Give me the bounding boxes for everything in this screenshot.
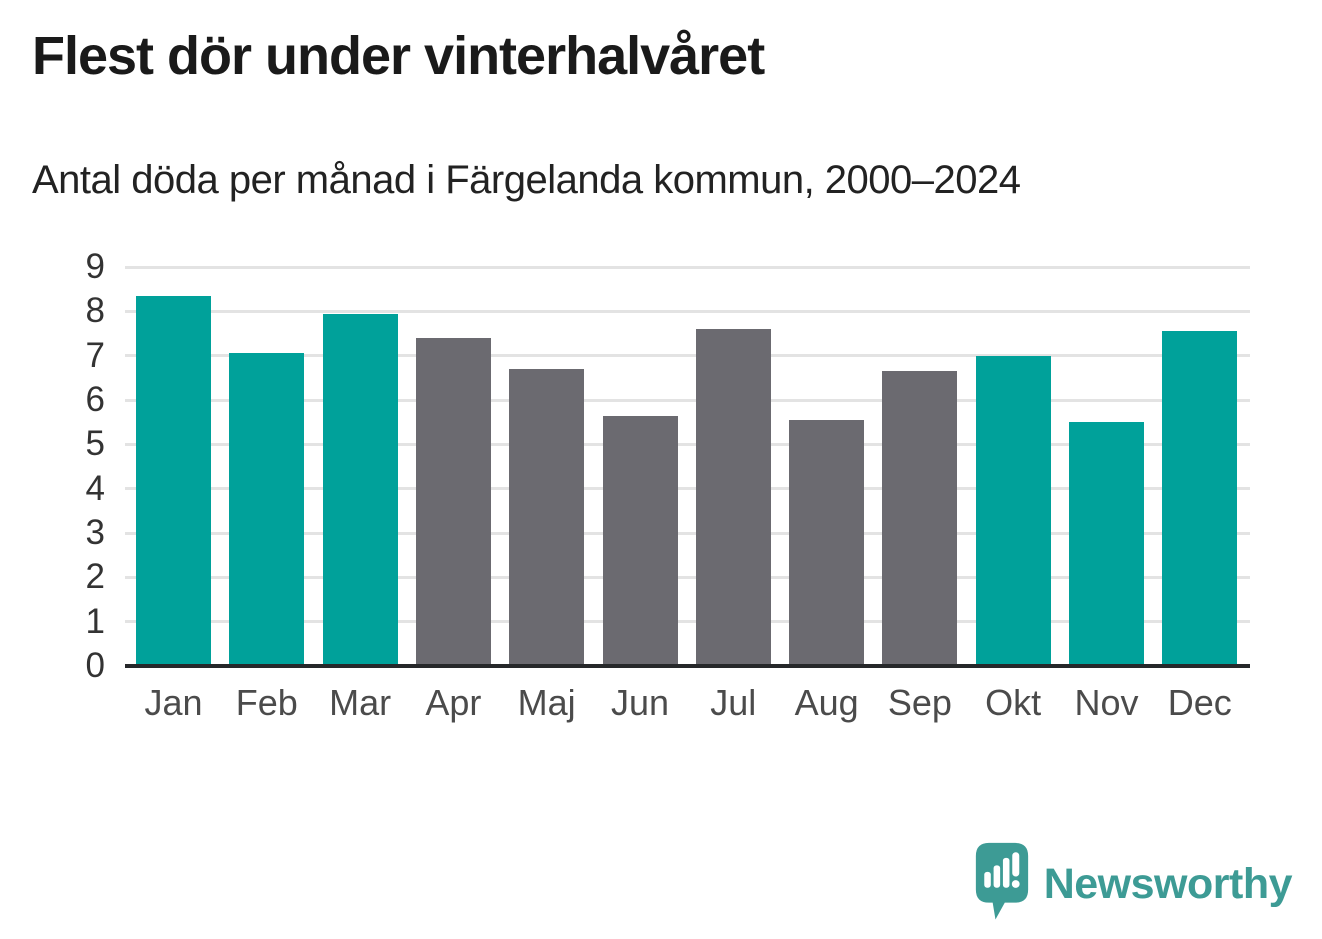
y-tick-6: 6: [85, 380, 105, 419]
y-tick-2: 2: [85, 557, 105, 597]
bar-aug: [789, 419, 865, 666]
x-label-nov: Nov: [1074, 682, 1139, 723]
gridline-5: [125, 442, 1250, 446]
y-tick-1: 1: [85, 601, 105, 641]
bar-nov: [1069, 422, 1144, 666]
chart-title: Flest dör under vinterhalvåret: [32, 26, 765, 86]
gridline-7: [125, 354, 1250, 358]
y-tick-5: 5: [85, 424, 105, 464]
bar-feb: [229, 353, 305, 666]
gridline-9: [125, 265, 1250, 269]
y-tick-3: 3: [85, 513, 105, 552]
bar-mar: [322, 313, 398, 666]
bar-maj: [509, 368, 585, 666]
chart-subtitle: Antal döda per månad i Färgelanda kommun…: [32, 158, 1021, 202]
bar-okt: [975, 355, 1051, 666]
y-tick-8: 8: [85, 291, 105, 331]
x-label-sep: Sep: [887, 682, 952, 723]
x-label-maj: Maj: [517, 682, 576, 723]
newsworthy-branding: Newsworthy: [974, 841, 1293, 927]
bar-sep: [882, 371, 958, 666]
x-label-jun: Jun: [610, 682, 670, 723]
bar-apr: [415, 337, 491, 666]
bar-jun: [602, 415, 678, 666]
x-label-okt: Okt: [985, 682, 1042, 723]
bar-dec: [1162, 331, 1238, 666]
gridline-3: [125, 531, 1250, 535]
gridline-6: [125, 398, 1250, 402]
x-label-jan: Jan: [144, 682, 203, 723]
x-label-apr: Apr: [425, 682, 482, 723]
gridline-4: [125, 487, 1250, 491]
x-label-mar: Mar: [329, 682, 392, 723]
gridline-2: [125, 575, 1250, 579]
x-label-dec: Dec: [1167, 682, 1232, 723]
x-label-aug: Aug: [794, 682, 859, 723]
newsworthy-logo-icon: [975, 842, 1028, 920]
newsworthy-logo-text: Newsworthy: [1043, 859, 1293, 908]
x-label-feb: Feb: [235, 682, 298, 723]
plot-area: 0 1 2 3 4 5 6 7 8 9 Jan Feb Mar Apr Maj Jun Jul Aug Sep Okt…: [86, 249, 1250, 723]
y-tick-4: 4: [85, 468, 105, 508]
gridline-8: [125, 309, 1250, 313]
y-tick-7: 7: [85, 335, 105, 375]
y-tick-0: 0: [85, 646, 105, 685]
x-label-jul: Jul: [710, 682, 757, 723]
x-axis-line: [125, 664, 1250, 668]
gridline-1: [125, 620, 1250, 624]
y-tick-9: 9: [85, 247, 105, 286]
bar-jul: [695, 329, 771, 666]
bar-jan: [136, 295, 211, 666]
